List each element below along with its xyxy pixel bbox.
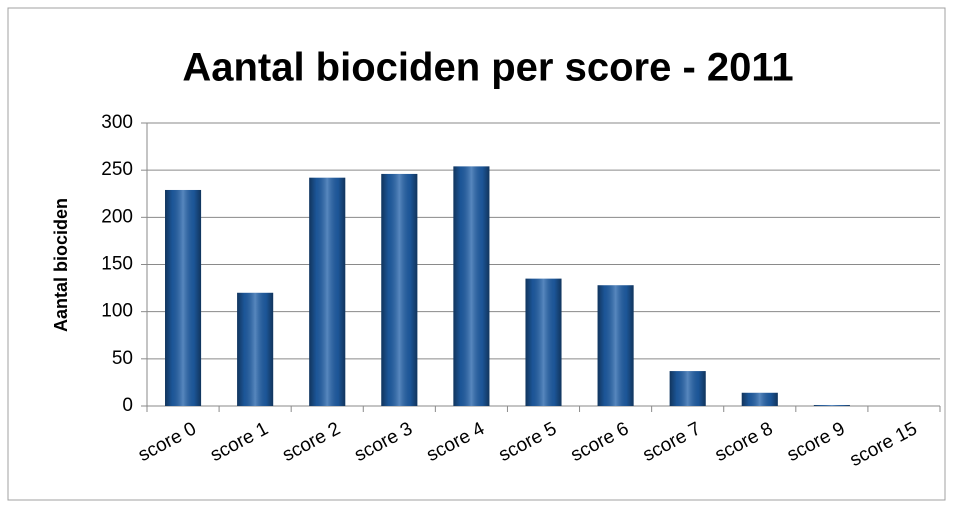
bar-part	[741, 392, 778, 406]
y-tick-label: 50	[112, 348, 133, 369]
bar-part	[669, 371, 706, 406]
y-tick-label: 150	[101, 254, 133, 275]
bar	[309, 177, 346, 406]
y-tick-label: 300	[101, 112, 133, 133]
bar	[525, 278, 562, 406]
bar	[453, 166, 490, 406]
chart-title: Aantal biociden per score - 2011	[182, 46, 793, 90]
y-tick-label: 100	[101, 301, 133, 322]
bar	[669, 371, 706, 406]
bar	[165, 189, 202, 406]
y-tick-label: 200	[101, 206, 133, 227]
bar	[597, 285, 634, 406]
bar	[381, 173, 418, 406]
y-axis-label: Aantal biociden	[51, 198, 71, 332]
bar-part	[453, 166, 490, 406]
y-tick-label: 0	[122, 395, 133, 416]
y-tick-label: 250	[101, 159, 133, 180]
bar-part	[525, 278, 562, 406]
bar-part	[381, 173, 418, 406]
bar	[813, 405, 850, 406]
bar-part	[813, 405, 850, 406]
bar-part	[597, 285, 634, 406]
bar-part	[309, 177, 346, 406]
bar-part	[237, 292, 274, 406]
bar	[741, 392, 778, 406]
bar	[237, 292, 274, 406]
bar-part	[165, 189, 202, 406]
